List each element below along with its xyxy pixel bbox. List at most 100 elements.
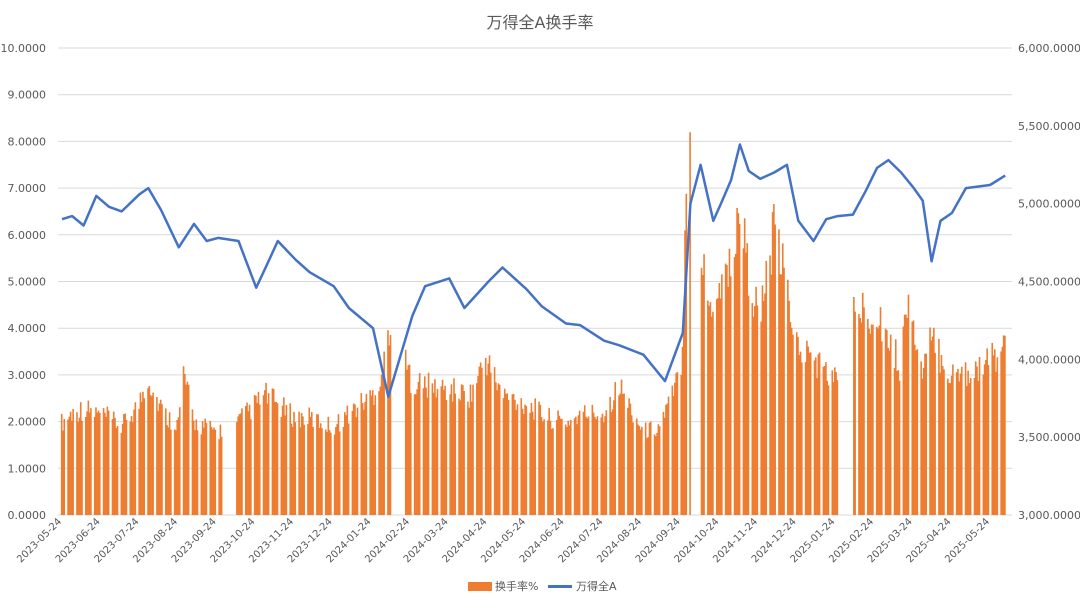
turnover-bar <box>356 407 359 515</box>
turnover-bar <box>514 399 516 515</box>
turnover-bar <box>967 370 969 515</box>
turnover-bar <box>816 377 818 515</box>
turnover-bar <box>922 367 925 515</box>
turnover-bar <box>575 416 577 515</box>
turnover-bar <box>493 367 496 515</box>
turnover-bar <box>930 340 933 515</box>
turnover-bar <box>476 383 478 515</box>
turnover-bar <box>594 416 596 515</box>
turnover-bar <box>983 364 986 515</box>
turnover-bar <box>106 406 109 515</box>
turnover-bar <box>363 409 365 515</box>
turnover-bar <box>974 361 977 515</box>
turnover-bar <box>653 434 656 515</box>
turnover-bar <box>406 369 408 515</box>
turnover-bar <box>134 402 137 515</box>
turnover-bar <box>573 418 576 515</box>
turnover-bar <box>604 416 606 515</box>
turnover-bar <box>995 371 997 515</box>
turnover-bar <box>623 393 625 515</box>
turnover-bar <box>760 321 762 515</box>
turnover-bar <box>120 433 123 515</box>
turnover-bar <box>550 429 553 515</box>
turnover-bar <box>274 401 276 515</box>
turnover-bar <box>929 327 931 515</box>
turnover-bars <box>60 132 1006 516</box>
turnover-bar <box>425 387 427 515</box>
turnover-bar <box>503 388 506 515</box>
turnover-bar <box>853 297 855 515</box>
turnover-bar <box>302 416 304 515</box>
turnover-bar <box>534 398 537 515</box>
y-left-tick-label: 8.0000 <box>8 135 47 148</box>
turnover-bar <box>139 392 142 515</box>
turnover-bar <box>521 408 524 515</box>
turnover-bar <box>743 218 746 516</box>
turnover-bar <box>680 375 683 515</box>
turnover-bar <box>116 426 119 515</box>
turnover-bar <box>87 400 90 515</box>
turnover-bar <box>289 403 292 515</box>
turnover-bar <box>81 420 83 515</box>
turnover-bar <box>481 367 483 515</box>
turnover-bar <box>166 425 168 515</box>
turnover-bar <box>558 415 561 515</box>
turnover-bar <box>861 292 864 515</box>
legend-bar-swatch <box>468 582 492 591</box>
turnover-bar <box>826 380 829 515</box>
turnover-bar <box>140 401 143 515</box>
turnover-bar <box>835 372 837 515</box>
turnover-bar <box>187 384 190 515</box>
turnover-bar <box>351 410 354 515</box>
turnover-bar <box>627 407 629 515</box>
right-axis: 3,000.0000 3,500.0000 4,000.0000 4,500.0000… <box>1018 42 1080 522</box>
turnover-bar <box>152 392 154 515</box>
turnover-bar <box>577 415 580 515</box>
turnover-bar <box>426 397 429 515</box>
turnover-bar <box>123 414 125 515</box>
turnover-bar <box>804 362 807 515</box>
turnover-bar <box>177 417 180 515</box>
turnover-bar <box>672 396 675 515</box>
turnover-bar <box>530 403 533 515</box>
turnover-bar <box>158 403 161 515</box>
turnover-bar <box>658 426 661 515</box>
turnover-bar <box>418 373 421 515</box>
turnover-bar <box>774 224 776 515</box>
turnover-bar <box>773 203 775 515</box>
turnover-bar <box>619 393 622 515</box>
turnover-bar <box>310 412 313 515</box>
turnover-bar <box>808 352 811 515</box>
turnover-bar <box>968 383 971 515</box>
turnover-bar <box>335 426 337 515</box>
turnover-bar <box>611 409 614 515</box>
turnover-bar <box>635 418 638 515</box>
turnover-bar <box>671 385 674 515</box>
turnover-bar <box>294 422 297 515</box>
turnover-bar <box>609 396 611 515</box>
turnover-bar <box>986 348 988 515</box>
y-right-tick-label: 5,000.0000 <box>1018 198 1080 211</box>
turnover-bar <box>960 366 963 515</box>
turnover-bar <box>911 321 914 515</box>
turnover-bar <box>290 423 293 515</box>
turnover-bar <box>291 426 294 515</box>
turnover-bar <box>788 300 790 515</box>
turnover-bar <box>586 418 589 515</box>
turnover-bar <box>276 403 279 515</box>
turnover-bar <box>427 372 430 515</box>
turnover-bar <box>253 395 256 515</box>
turnover-bar <box>993 349 996 515</box>
turnover-bar <box>548 408 550 515</box>
turnover-bar <box>191 409 194 515</box>
turnover-bar <box>370 395 373 515</box>
turnover-bar <box>897 370 900 515</box>
turnover-bar <box>355 417 358 515</box>
turnover-bar <box>416 389 418 515</box>
turnover-bar <box>809 352 812 515</box>
turnover-bar <box>737 213 740 515</box>
turnover-bar <box>389 334 392 515</box>
legend: 换手率% 万得全A <box>468 579 617 593</box>
turnover-bar <box>104 412 106 515</box>
turnover-bar <box>831 370 834 515</box>
